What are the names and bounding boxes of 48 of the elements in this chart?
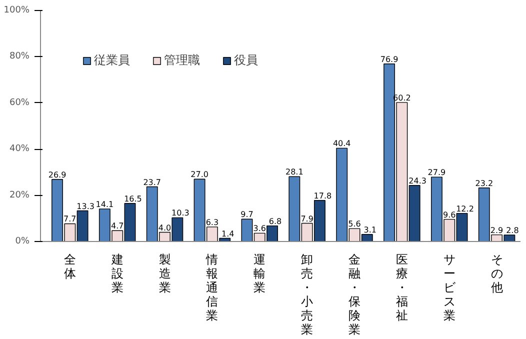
x-tick-label: その他 xyxy=(490,252,503,294)
data-label: 9.6 xyxy=(442,210,456,220)
data-label: 5.6 xyxy=(348,220,361,229)
data-label: 28.1 xyxy=(286,168,304,177)
data-label: 1.4 xyxy=(221,229,234,238)
legend-label: 従業員 xyxy=(94,52,130,69)
x-tick-label: 全体 xyxy=(64,252,76,280)
x-tick-label: 金融・保険業 xyxy=(348,252,360,336)
data-label: 24.3 xyxy=(408,176,426,186)
data-label: 10.3 xyxy=(172,208,190,218)
data-label: 76.9 xyxy=(380,54,398,64)
data-label: 7.9 xyxy=(300,214,314,224)
data-label: 6.3 xyxy=(206,218,219,227)
y-tick-label: 0% xyxy=(15,236,30,246)
x-tick-label: 情報通信業 xyxy=(205,252,218,322)
data-label: 3.6 xyxy=(253,224,266,234)
data-label: 6.8 xyxy=(268,216,282,226)
legend-label: 役員 xyxy=(234,52,258,69)
data-label: 17.8 xyxy=(314,191,332,200)
y-tick-label: 60% xyxy=(9,98,30,108)
x-tick-label: 卸売・小売業 xyxy=(301,252,314,336)
data-label: 16.5 xyxy=(124,194,142,204)
data-label: 14.1 xyxy=(96,200,114,209)
y-tick-label: 40% xyxy=(9,144,30,154)
x-tick-label: 製造業 xyxy=(158,252,171,294)
data-label: 27.0 xyxy=(190,170,208,180)
data-label: 23.7 xyxy=(143,178,162,187)
data-label: 26.9 xyxy=(48,170,66,180)
data-label: 9.7 xyxy=(240,210,254,220)
data-label: 4.7 xyxy=(110,222,124,231)
data-label: 12.2 xyxy=(456,204,474,214)
x-tick-label: 建設業 xyxy=(110,252,124,294)
x-tick-label: 医療・福祉 xyxy=(396,252,408,322)
data-label: 23.2 xyxy=(475,178,494,188)
legend-label: 管理職 xyxy=(164,52,200,69)
data-label: 2.9 xyxy=(490,226,504,235)
data-label: 3.1 xyxy=(364,225,377,234)
data-label: 2.8 xyxy=(506,226,519,236)
y-tick-label: 100% xyxy=(4,6,30,16)
data-label: 27.9 xyxy=(428,168,446,178)
x-tick-label: 運輸業 xyxy=(254,252,266,294)
data-label: 7.7 xyxy=(64,214,76,224)
y-tick-label: 80% xyxy=(9,52,30,62)
data-label: 13.3 xyxy=(76,202,94,211)
data-label: 4.0 xyxy=(158,223,172,232)
data-label: 40.4 xyxy=(332,139,351,148)
y-tick-label: 20% xyxy=(9,190,30,200)
x-tick-label: サービス業 xyxy=(443,252,456,322)
